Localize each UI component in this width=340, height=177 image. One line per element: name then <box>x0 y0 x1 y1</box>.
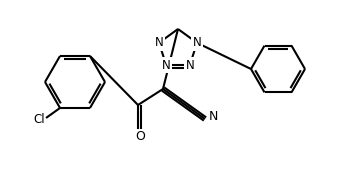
Text: N: N <box>193 36 201 49</box>
Text: O: O <box>135 130 145 144</box>
Text: N: N <box>155 36 163 49</box>
Text: N: N <box>162 59 171 72</box>
Text: N: N <box>208 110 218 124</box>
Text: Cl: Cl <box>33 113 45 127</box>
Text: N: N <box>185 59 194 72</box>
